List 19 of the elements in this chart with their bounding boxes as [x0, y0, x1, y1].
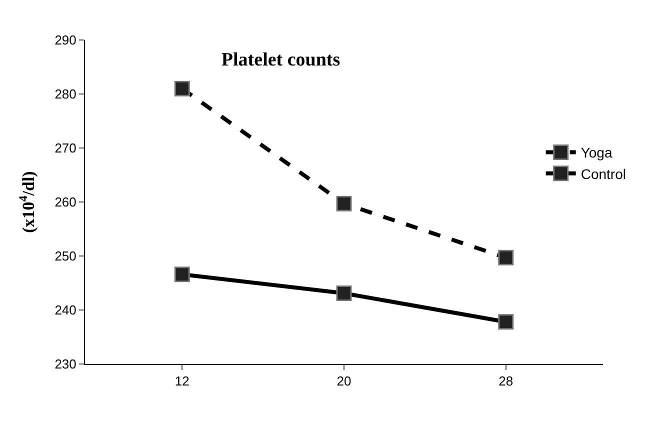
- point: [498, 250, 514, 266]
- y-tick-label: 260: [54, 194, 76, 210]
- y-tick-label: 240: [54, 302, 76, 318]
- legend-label: Control: [580, 166, 626, 182]
- point: [336, 286, 352, 302]
- y-tick-label: 290: [54, 32, 76, 48]
- y-tick-label: 230: [54, 356, 76, 372]
- point: [174, 80, 190, 96]
- x-tick-label: 20: [336, 374, 352, 389]
- x-tick-label: 28: [498, 374, 514, 389]
- point: [174, 266, 190, 282]
- y-tick-label: 250: [54, 248, 76, 264]
- y-tick-label: 280: [54, 86, 76, 102]
- point: [498, 314, 514, 330]
- point: [336, 196, 352, 212]
- legend-label: Yoga: [580, 144, 612, 161]
- y-tick-label: 270: [54, 140, 76, 156]
- text: Platelet counts: [221, 49, 340, 70]
- x-tick-label: 12: [174, 374, 190, 389]
